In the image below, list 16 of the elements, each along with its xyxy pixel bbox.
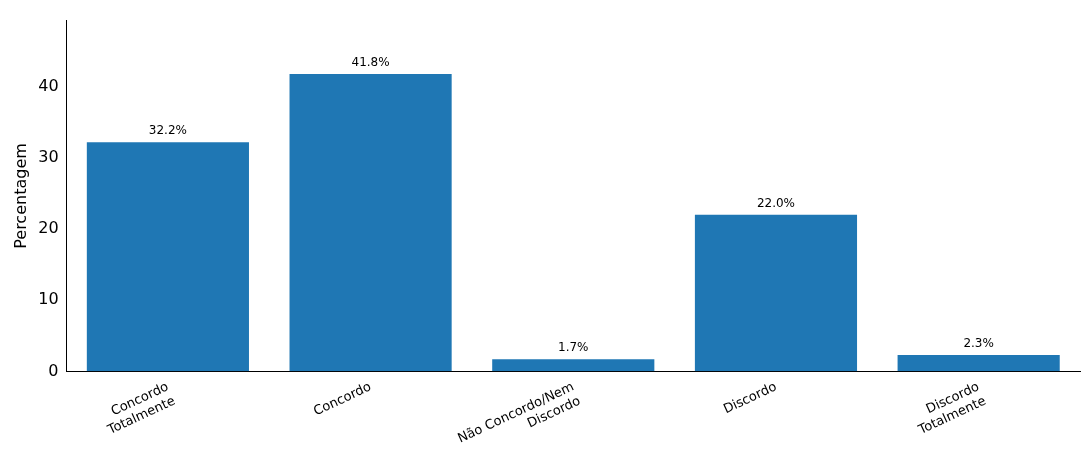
data-label: 2.3% [963, 336, 994, 351]
data-label: 1.7% [558, 340, 589, 355]
bar [86, 142, 249, 372]
bar [897, 355, 1060, 372]
y-tick-label: 10 [38, 289, 59, 309]
bar [694, 214, 858, 372]
data-label: 22.0% [756, 195, 796, 210]
y-tick-label: 40 [38, 75, 59, 95]
bar [492, 359, 655, 372]
bar [289, 73, 452, 372]
y-tick-label: 0 [48, 360, 59, 380]
y-tick-label: 30 [38, 147, 59, 167]
data-label: 41.8% [351, 55, 390, 70]
y-tick-label: 20 [38, 218, 59, 238]
data-label: 32.2% [148, 123, 187, 138]
y-axis-title: Percentagem [10, 143, 30, 249]
